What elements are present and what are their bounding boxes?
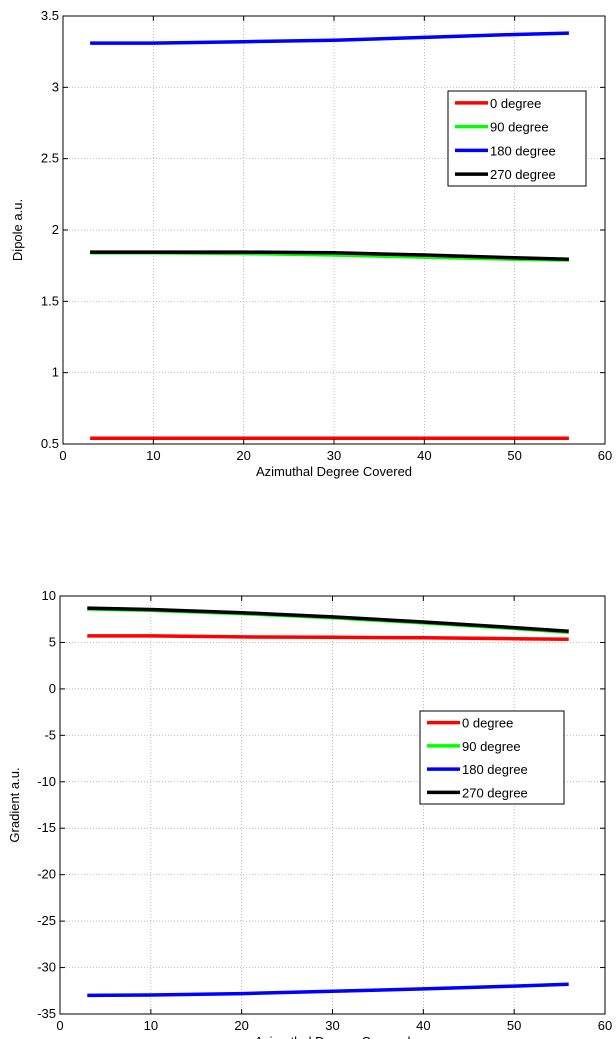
legend-entry: 180 degree [490,143,556,158]
series-line-180-degree [87,982,569,998]
x-tick-label: 0 [59,448,66,463]
y-tick-label: 2 [52,222,59,237]
x-tick-label: 40 [417,448,431,463]
series-line-270-degree [87,606,569,634]
legend-box [447,90,587,187]
x-tick-label: 20 [236,448,250,463]
legend-entry: 270 degree [462,785,528,800]
legend-box [419,710,565,805]
legend-entry: 0 degree [462,716,513,731]
y-tick-label: 3 [52,79,59,94]
y-tick-label: -20 [37,867,56,882]
y-axis-label: Gradient a.u. [7,767,22,842]
y-tick-label: -35 [37,1006,56,1021]
plot-area [60,596,605,1014]
x-tick-label: 10 [144,1018,158,1033]
x-tick-label: 50 [507,1018,521,1033]
x-tick-label: 30 [327,448,341,463]
y-tick-label: 1 [52,365,59,380]
y-tick-label: -15 [37,820,56,835]
x-tick-label: 20 [234,1018,248,1033]
x-tick-label: 60 [598,448,612,463]
x-tick-label: 60 [598,1018,612,1033]
legend-entry: 270 degree [490,167,556,182]
y-axis-label: Dipole a.u. [10,199,25,261]
y-tick-label: 0 [49,681,56,696]
legend-entry: 90 degree [490,120,549,135]
legend: 0 degree 90 degree 180 degree 270 degree [419,710,565,805]
x-tick-label: 0 [56,1018,63,1033]
legend-entry: 180 degree [462,762,528,777]
series-line-0-degree [87,634,569,641]
chart-1: 0 10 20 30 40 50 60 0.5 1 1.5 2 2.5 3 3.5 Azimuthal De… [10,8,612,479]
y-tick-label: -30 [37,960,56,975]
y-tick-label: 2.5 [41,151,59,166]
legend: 0 degree 90 degree 180 degree 270 degree [447,90,587,187]
y-tick-label: 5 [49,634,56,649]
x-tick-label: 40 [416,1018,430,1033]
x-tick-label: 30 [325,1018,339,1033]
legend-entry: 90 degree [462,739,521,754]
x-axis-label: Azimuthal Degree Covered [256,464,412,479]
chart-2: 0 10 20 30 40 50 60 -35 -30 -25 -20 -15 -10 -5 0 5 10 Azi… [7,588,612,1039]
y-tick-label: 3.5 [41,8,59,23]
x-axis-label: Azimuthal Degree Covered [254,1034,410,1039]
y-tick-label: 0.5 [41,436,59,451]
y-tick-label: 1.5 [41,293,59,308]
series-line-180-degree [90,31,569,45]
y-tick-label: -5 [44,727,56,742]
series-line-270-degree [90,250,569,261]
y-tick-label: -25 [37,913,56,928]
x-tick-label: 10 [146,448,160,463]
x-tick-label: 50 [507,448,521,463]
y-tick-label: 10 [42,588,56,603]
legend-entry: 0 degree [490,96,541,111]
y-tick-label: -10 [37,774,56,789]
